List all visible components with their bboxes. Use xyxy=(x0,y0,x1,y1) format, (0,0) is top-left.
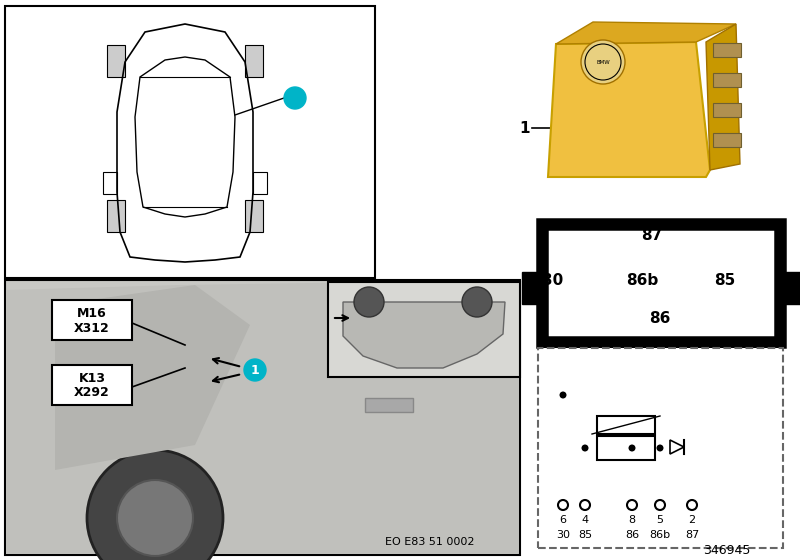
Text: BMW: BMW xyxy=(596,59,610,64)
Circle shape xyxy=(580,500,590,510)
Circle shape xyxy=(558,500,568,510)
Text: 85: 85 xyxy=(578,530,592,540)
Text: 1: 1 xyxy=(250,363,259,376)
Text: 4: 4 xyxy=(582,515,589,525)
Text: 86b: 86b xyxy=(650,530,670,540)
Circle shape xyxy=(354,287,384,317)
Bar xyxy=(245,45,263,77)
Circle shape xyxy=(657,445,663,451)
Bar xyxy=(538,348,783,548)
Circle shape xyxy=(582,445,589,451)
Bar xyxy=(713,43,741,57)
Circle shape xyxy=(655,500,665,510)
Text: K13: K13 xyxy=(78,371,106,385)
Text: 86: 86 xyxy=(650,310,670,325)
Bar xyxy=(328,282,520,377)
Polygon shape xyxy=(670,440,684,454)
Bar xyxy=(245,200,263,232)
Circle shape xyxy=(117,480,193,556)
Circle shape xyxy=(687,500,697,510)
Text: 86: 86 xyxy=(625,530,639,540)
Bar xyxy=(522,272,542,304)
Circle shape xyxy=(244,359,266,381)
Polygon shape xyxy=(548,42,710,177)
Text: 1: 1 xyxy=(519,120,530,136)
Polygon shape xyxy=(343,302,505,368)
Bar xyxy=(713,103,741,117)
Text: 2: 2 xyxy=(689,515,695,525)
Bar xyxy=(780,272,800,304)
Text: 87: 87 xyxy=(685,530,699,540)
Circle shape xyxy=(627,500,637,510)
Polygon shape xyxy=(55,285,250,470)
Text: 346945: 346945 xyxy=(702,544,750,557)
Bar xyxy=(542,224,780,342)
Text: 87: 87 xyxy=(642,227,662,242)
Bar xyxy=(6,281,519,554)
Text: X312: X312 xyxy=(74,321,110,334)
Text: 30: 30 xyxy=(556,530,570,540)
Bar xyxy=(365,398,413,412)
Text: 86b: 86b xyxy=(626,273,658,287)
Bar xyxy=(52,365,132,405)
Bar xyxy=(713,133,741,147)
Text: 8: 8 xyxy=(629,515,635,525)
Circle shape xyxy=(581,40,625,84)
Text: X292: X292 xyxy=(74,386,110,399)
Bar xyxy=(253,172,267,194)
Circle shape xyxy=(629,445,635,451)
Text: 1: 1 xyxy=(290,91,299,105)
Text: 30: 30 xyxy=(542,273,563,287)
Bar xyxy=(713,73,741,87)
Polygon shape xyxy=(706,24,740,170)
Text: 85: 85 xyxy=(714,273,735,287)
Circle shape xyxy=(87,450,223,560)
Circle shape xyxy=(284,87,306,109)
Bar xyxy=(597,416,655,434)
Text: EO E83 51 0002: EO E83 51 0002 xyxy=(386,537,474,547)
Polygon shape xyxy=(556,22,736,44)
Polygon shape xyxy=(6,282,518,554)
Bar xyxy=(5,280,520,555)
Bar xyxy=(103,172,117,194)
Bar xyxy=(107,200,125,232)
Bar xyxy=(107,45,125,77)
Text: 5: 5 xyxy=(657,515,663,525)
Bar xyxy=(5,6,375,278)
Text: 6: 6 xyxy=(559,515,566,525)
Circle shape xyxy=(559,391,566,399)
Bar xyxy=(52,300,132,340)
Bar xyxy=(597,436,655,460)
Circle shape xyxy=(462,287,492,317)
Text: M16: M16 xyxy=(77,306,107,320)
